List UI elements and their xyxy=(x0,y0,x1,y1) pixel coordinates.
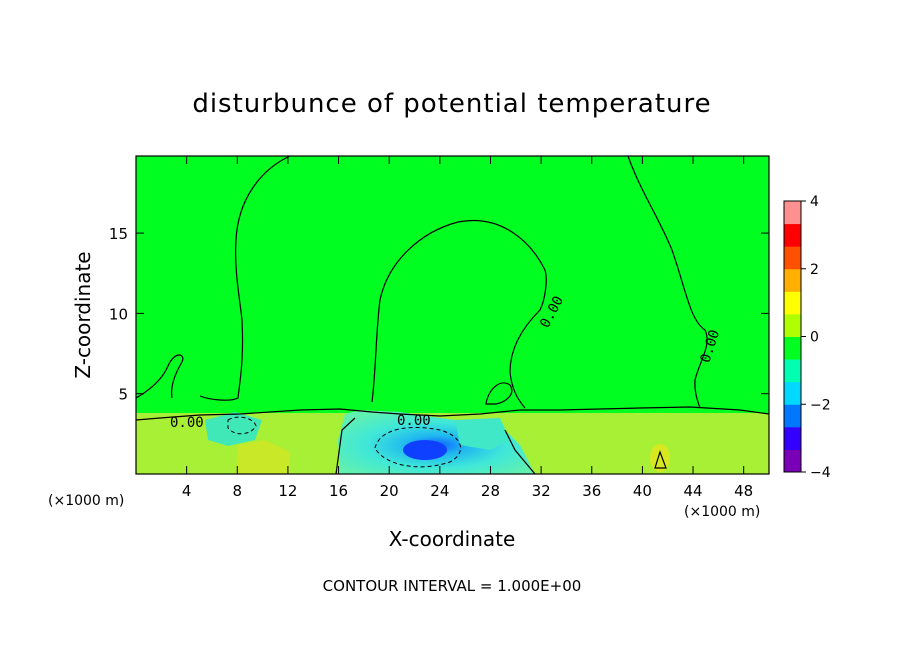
x-tick-label: 8 xyxy=(233,482,243,500)
colorbar-segment xyxy=(784,336,801,360)
x-tick-label: 32 xyxy=(532,482,551,500)
colorbar-segment xyxy=(784,313,801,337)
contour-label-center: 0.00 xyxy=(397,413,431,429)
colorbar-segment xyxy=(784,381,801,405)
plot-frame xyxy=(135,155,770,475)
colorbar xyxy=(784,201,801,473)
cold-patch-west xyxy=(205,412,262,446)
colorbar-tick-label: 4 xyxy=(810,194,819,210)
x-tick-label: 44 xyxy=(683,482,702,500)
x-tick-label: 24 xyxy=(430,482,449,500)
contour-inversion xyxy=(136,406,769,421)
x-tick-label: 20 xyxy=(380,482,399,500)
x-tick-label: 28 xyxy=(481,482,500,500)
contour-east-plume xyxy=(627,156,708,409)
colorbar-segment xyxy=(784,426,801,450)
chart-title: disturbunce of potential temperature xyxy=(192,89,711,119)
contour-neg-2 xyxy=(227,416,257,435)
x-tick-label: 40 xyxy=(633,482,652,500)
contour-surface-warm xyxy=(654,450,667,469)
x-unit-left: (×1000 m) xyxy=(48,493,124,509)
x-axis-label: X-coordinate xyxy=(389,527,516,551)
colorbar-segment xyxy=(784,223,801,247)
x-unit-right: (×1000 m) xyxy=(684,504,760,520)
y-tick-label: 10 xyxy=(109,305,128,323)
contour-west-blob xyxy=(136,354,184,399)
x-tick-label: 48 xyxy=(734,482,753,500)
y-axis-label: Z-coordinate xyxy=(71,251,95,378)
colorbar-tick-label: 0 xyxy=(810,330,819,346)
colorbar-segment xyxy=(784,359,801,383)
colorbar-tick-label: −2 xyxy=(810,397,831,413)
colorbar-tick-label: −4 xyxy=(810,465,831,481)
negative-contours xyxy=(227,416,462,468)
contour-neg-1 xyxy=(374,426,462,468)
cold-pool-core xyxy=(403,440,447,460)
x-axis: 4 8 12 16 20 24 28 32 36 40 44 48 xyxy=(182,156,753,500)
x-tick-label: 16 xyxy=(329,482,348,500)
contour-west-plume xyxy=(199,156,291,401)
colorbar-segment xyxy=(784,246,801,270)
colorbar-segment xyxy=(784,291,801,315)
x-tick-label: 36 xyxy=(582,482,601,500)
colorbar-frame xyxy=(783,200,802,473)
yellow-patch xyxy=(236,440,290,474)
colorbar-ticks: 4 2 0 −2 −4 xyxy=(801,194,831,481)
contour-cold-edge xyxy=(335,417,536,474)
cold-patch-east xyxy=(455,418,510,450)
colorbar-segment xyxy=(784,449,801,473)
colorbar-segment xyxy=(784,201,801,225)
plot-area: 0.00 0.00 0.00 0.00 xyxy=(136,156,769,474)
contour-small-loop xyxy=(485,382,513,405)
contour-interval-footer: CONTOUR INTERVAL = 1.000E+00 xyxy=(323,577,582,595)
contour-label-west: 0.00 xyxy=(170,415,204,431)
colorbar-segment xyxy=(784,268,801,292)
colorbar-segment xyxy=(784,404,801,428)
colorbar-tick-label: 2 xyxy=(810,262,819,278)
contour-lines xyxy=(136,156,769,474)
y-tick-label: 5 xyxy=(118,386,128,404)
x-tick-label: 12 xyxy=(278,482,297,500)
y-axis: 5 10 15 xyxy=(109,225,769,404)
contour-central-plume xyxy=(371,220,547,409)
x-tick-label: 4 xyxy=(182,482,192,500)
y-tick-label: 15 xyxy=(109,225,128,243)
